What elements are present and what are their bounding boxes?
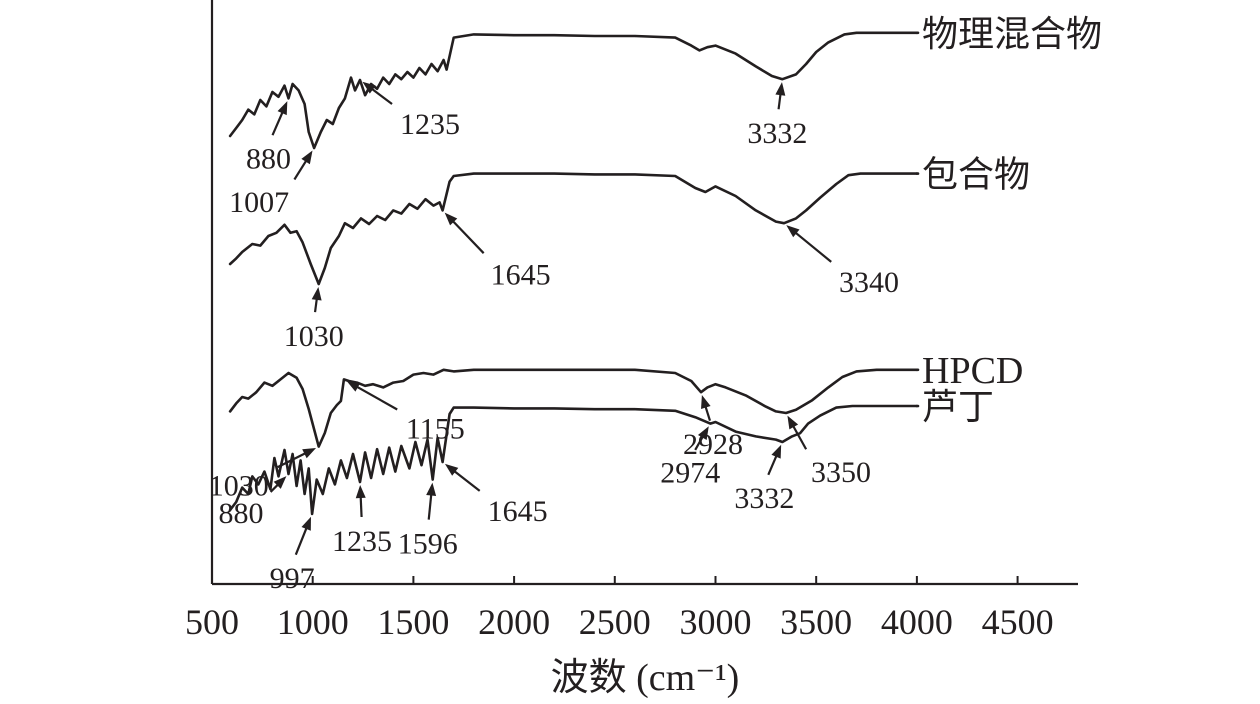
annotation-arrow-12 [294, 525, 309, 556]
annotation-label-0: 880 [246, 142, 291, 175]
annotation-label-6: 3340 [839, 266, 899, 299]
annotation-arrow-0 [271, 109, 285, 136]
annotation-arrowhead-13 [355, 484, 366, 499]
series-line-0 [228, 31, 919, 150]
annotation-label-15: 1645 [488, 495, 548, 528]
annotation-arrowhead-3 [775, 82, 786, 96]
series-label-2: HPCD [922, 350, 1023, 392]
annotations: 880 1007 1235 3332 1645 1030 3340 1030 1155 2928 3… [209, 81, 899, 595]
x-tick-label-1000: 1000 [277, 602, 349, 642]
annotation-arrowhead-10 [787, 415, 799, 430]
x-tick-label-1500: 1500 [377, 602, 449, 642]
annotation-label-8: 1155 [406, 412, 465, 445]
series-line-3 [228, 404, 919, 516]
annotation-arrow-7 [277, 451, 308, 469]
x-tick-label-500: 500 [185, 602, 239, 642]
series-line-2 [228, 368, 919, 448]
series-label-1: 包合物 [922, 155, 1030, 196]
annotation-arrow-15 [452, 469, 481, 492]
series-line-1 [228, 172, 919, 286]
series-label-3: 芦丁 [922, 387, 994, 428]
annotation-label-4: 1645 [491, 258, 551, 291]
x-tick-label-3000: 3000 [679, 602, 751, 642]
annotation-arrowhead-0 [277, 101, 288, 116]
annotation-arrowhead-1 [301, 150, 313, 165]
annotation-arrow-17 [767, 453, 779, 476]
annotation-arrow-8 [354, 384, 398, 411]
annotation-arrowhead-15 [444, 463, 459, 476]
annotation-arrowhead-4 [444, 212, 458, 226]
annotation-arrow-4 [450, 219, 485, 254]
annotation-arrowhead-17 [771, 444, 782, 459]
annotation-arrowhead-16 [697, 426, 709, 440]
x-tick-label-2000: 2000 [478, 602, 550, 642]
annotation-arrow-14 [427, 492, 433, 520]
annotation-label-1: 1007 [229, 186, 289, 219]
series-label-0: 物理混合物 [922, 14, 1102, 55]
x-ticks: 500 1000 1500 2000 2500 3000 3500 4000 4500 [185, 576, 1054, 642]
annotation-label-17: 3332 [734, 482, 794, 515]
axes [210, 0, 1078, 586]
annotation-label-3: 3332 [747, 117, 807, 150]
annotation-label-14: 1596 [398, 528, 458, 561]
annotation-arrowhead-11 [273, 476, 287, 489]
annotation-label-16: 2974 [660, 457, 720, 490]
annotation-arrowhead-12 [301, 516, 311, 531]
annotation-arrowhead-6 [786, 225, 800, 238]
annotation-arrowhead-9 [701, 395, 711, 409]
x-tick-label-2500: 2500 [579, 602, 651, 642]
annotation-arrowhead-2 [362, 81, 376, 94]
annotation-label-5: 1030 [284, 320, 344, 353]
x-axis-title: 波数 (cm⁻¹) [551, 657, 740, 699]
x-tick-label-4500: 4500 [982, 602, 1054, 642]
annotation-label-12: 997 [270, 562, 315, 595]
x-tick-label-4000: 4000 [881, 602, 953, 642]
annotation-arrow-10 [791, 423, 808, 450]
annotation-arrowhead-8 [346, 380, 361, 392]
series-group [228, 31, 920, 516]
annotation-arrowhead-7 [302, 447, 317, 459]
annotation-arrow-13 [359, 494, 363, 518]
annotation-label-2: 1235 [400, 108, 460, 141]
annotation-arrow-2 [369, 86, 393, 105]
annotation-arrowhead-5 [311, 286, 322, 301]
annotation-arrowhead-14 [426, 482, 437, 497]
x-tick-label-3500: 3500 [780, 602, 852, 642]
annotation-label-9: 2928 [683, 428, 743, 461]
annotation-arrow-6 [793, 230, 832, 263]
annotation-label-10: 3350 [811, 456, 871, 489]
annotation-label-7: 1030 [209, 470, 269, 503]
annotation-arrow-1 [293, 158, 309, 181]
annotation-label-11: 880 [219, 497, 264, 530]
annotation-label-13: 1235 [332, 525, 392, 558]
